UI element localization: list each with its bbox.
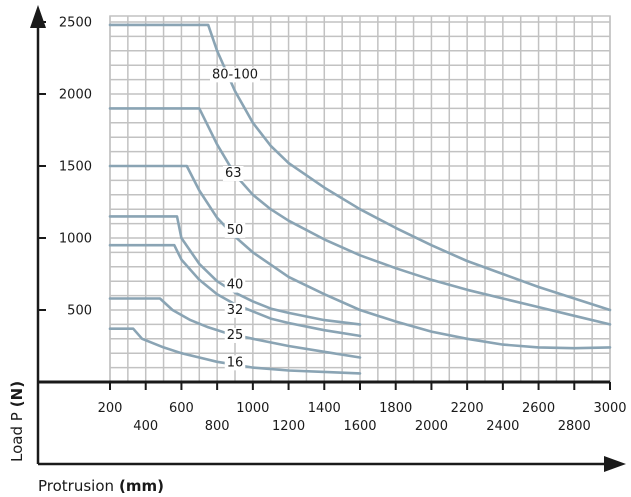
series-line (108, 297, 362, 359)
x-axis-title-text: Protrusion (38, 477, 114, 495)
x-axis-title: Protrusion (mm) (38, 477, 164, 495)
x-tick-label: 1800 (379, 401, 412, 416)
y-axis-arrow-icon (30, 5, 46, 28)
x-tick-label: 800 (205, 419, 230, 434)
x-tick-label: 400 (133, 419, 158, 434)
y-tick-label: 2500 (59, 16, 92, 31)
series-line (108, 164, 612, 350)
x-tick-label: 2800 (558, 419, 591, 434)
x-tick-label: 600 (169, 401, 194, 416)
series-line (108, 327, 362, 375)
series-label-bg (222, 165, 244, 181)
y-axis-title-unit: (N) (8, 381, 26, 407)
y-axis-title-text: Load P (8, 412, 26, 462)
x-tick-label: 1000 (236, 401, 269, 416)
series-label: 40 (227, 278, 244, 293)
grid (109, 15, 611, 383)
y-tick-label: 500 (67, 304, 92, 319)
series-label: 25 (227, 328, 244, 343)
x-tick-label: 3000 (593, 401, 626, 416)
x-axis-arrow-icon (604, 456, 626, 472)
y-axis-title: Load P (N) (8, 381, 26, 462)
tick-labels: 500 1000 1500 2000 2500 200 600 1000 1400 1800 220… (38, 16, 627, 434)
series-label: 63 (225, 166, 242, 181)
series-line (108, 107, 612, 326)
x-tick-label: 200 (98, 401, 123, 416)
series-label: 50 (227, 223, 244, 238)
x-tick-label: 1400 (308, 401, 341, 416)
series-label-bg (224, 327, 246, 343)
series-labels: 80-100 63 50 40 32 25 16 (209, 67, 261, 371)
x-tick-label: 2000 (415, 419, 448, 434)
y-tick-label: 2000 (59, 88, 92, 103)
x-tick-label: 1200 (272, 419, 305, 434)
series-label: 16 (227, 355, 244, 370)
x-tick-label: 2200 (451, 401, 484, 416)
y-tick-label: 1000 (59, 232, 92, 247)
series-label: 80-100 (212, 67, 258, 82)
x-tick-label: 2600 (522, 401, 555, 416)
x-tick-label: 1600 (343, 419, 376, 434)
y-tick-label: 1500 (59, 160, 92, 175)
series-line (108, 215, 362, 326)
series-label: 32 (227, 303, 244, 318)
series-label-bg (224, 222, 246, 238)
x-tick-label: 2400 (486, 419, 519, 434)
series-label-bg (224, 302, 246, 318)
series-label-bg (209, 67, 261, 83)
series-label-bg (224, 277, 246, 293)
x-axis-title-unit: (mm) (119, 477, 164, 495)
series-label-bg (224, 355, 246, 371)
